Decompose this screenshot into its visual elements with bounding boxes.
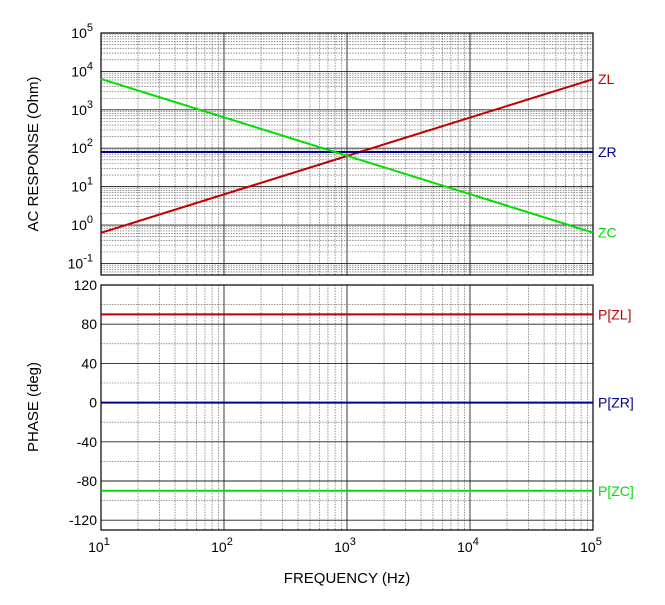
y-tick-label: 101 — [71, 176, 93, 195]
y-tick-label: 100 — [71, 214, 93, 233]
bottom-plot-frame — [100, 284, 594, 531]
series-label: P[ZR] — [598, 395, 634, 411]
x-tick-label: 102 — [211, 536, 233, 555]
x-axis-label: FREQUENCY (Hz) — [284, 570, 410, 587]
y-axis-label: PHASE (deg) — [25, 362, 42, 452]
y-tick-label: -120 — [69, 512, 97, 528]
y-tick-label: 105 — [71, 22, 93, 41]
x-tick-label: 101 — [88, 536, 110, 555]
series-label: ZC — [598, 225, 617, 241]
y-tick-label: 104 — [71, 60, 93, 79]
x-tick-label: 103 — [334, 536, 356, 555]
y-tick-label: 102 — [71, 137, 93, 156]
y-tick-label: 40 — [81, 355, 97, 371]
series-label: P[ZC] — [598, 483, 634, 499]
y-axis-label: AC RESPONSE (Ohm) — [25, 76, 42, 231]
y-tick-label: 0 — [89, 395, 97, 411]
y-tick-label: -80 — [77, 473, 97, 489]
y-tick-label: 10-1 — [68, 252, 93, 271]
y-tick-label: 103 — [71, 99, 93, 118]
series-line-zc — [100, 77, 594, 234]
x-tick-label: 104 — [457, 536, 479, 555]
series-label: ZR — [598, 144, 617, 160]
y-tick-label: -40 — [77, 434, 97, 450]
y-tick-label: 80 — [81, 316, 97, 332]
series-label: P[ZL] — [598, 306, 631, 322]
top-plot-frame — [100, 32, 594, 276]
x-tick-label: 105 — [580, 536, 602, 555]
series-label: ZL — [598, 71, 615, 87]
y-tick-label: 120 — [74, 277, 98, 293]
